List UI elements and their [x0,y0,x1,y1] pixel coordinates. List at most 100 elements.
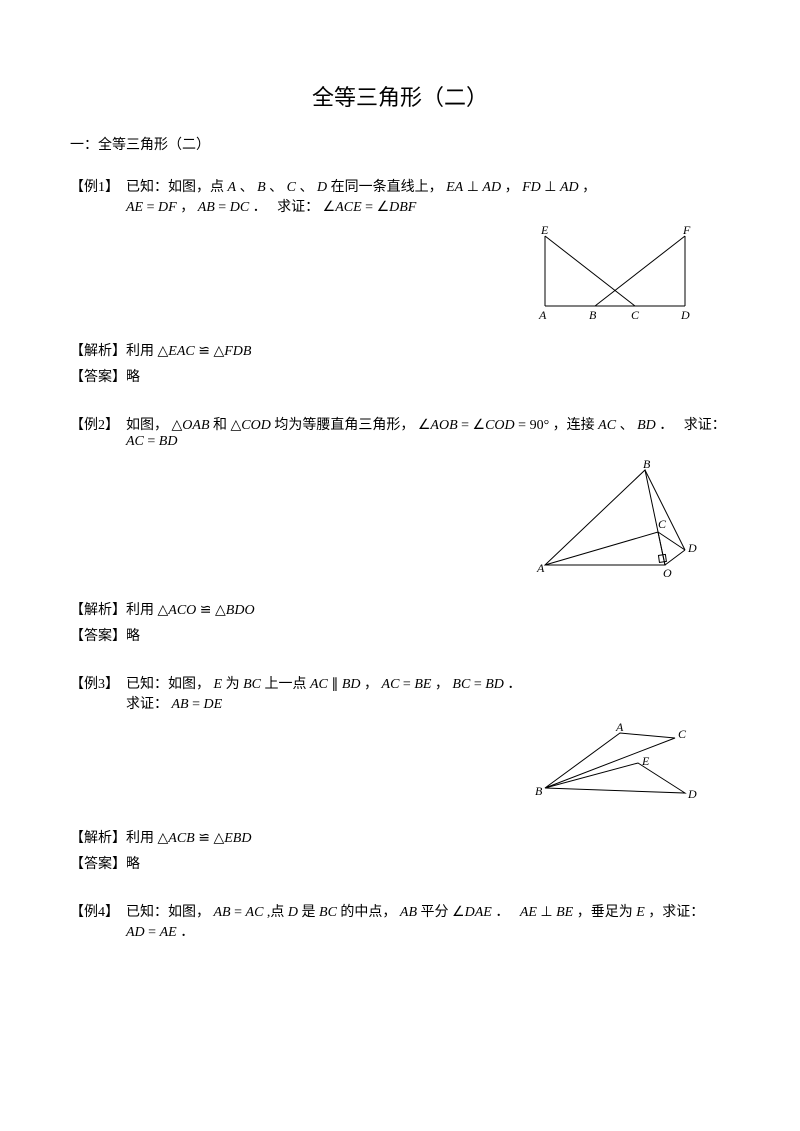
op: = [148,925,156,940]
op: ∠ [377,200,390,215]
op: △ [213,831,224,846]
op: = [403,677,411,692]
op: = [518,418,526,433]
op: ≌ [198,344,210,359]
v: BC [243,677,261,692]
t: 利用 [126,831,154,846]
v: AC [598,418,616,433]
lbl: O [663,566,672,580]
lbl: B [643,460,651,471]
v: DC [230,200,249,215]
v: AC [246,905,264,920]
ex3-label: 【例3】 [70,673,126,693]
t: 求证： [684,418,726,433]
lbl: D [687,541,697,555]
t: ． [253,200,267,215]
analysis-body: 利用 △ACO ≌ △BDO [126,599,730,619]
v: BE [414,677,431,692]
op: ∠ [452,905,465,920]
example-2: 【例2】 如图， △OAB 和 △COD 均为等腰直角三角形， ∠AOB = ∠… [70,414,730,645]
t: 已知：如图， [126,677,210,692]
t: 均为等腰直角三角形， [274,418,414,433]
answer-body: 略 [126,625,730,645]
figure-3-svg: A B C D E [530,723,700,808]
t: 和 [213,418,227,433]
t: 已知：如图，点 [126,180,224,195]
op: △ [231,418,242,433]
t: ． [180,925,194,940]
page: 全等三角形（二） 一：全等三角形（二） 【例1】 已知：如图，点 A 、 B 、… [0,0,800,1009]
op: ∠ [418,418,431,433]
v: AE [160,925,177,940]
example-4: 【例4】 已知：如图， AB = AC ,点 D 是 BC 的中点， AB 平分… [70,901,730,941]
v: OAB [182,418,209,433]
example-1: 【例1】 已知：如图，点 A 、 B 、 C 、 D 在同一条直线上， EA ⊥… [70,176,730,386]
t: 上一点 [264,677,306,692]
op: ∠ [473,418,486,433]
v: AD [560,180,579,195]
doc-title: 全等三角形（二） [70,80,730,112]
op: = [147,200,155,215]
lbl: B [535,784,543,798]
section-heading: 一：全等三角形（二） [70,134,730,154]
lbl: A [536,561,545,575]
lbl: E [540,226,549,237]
t: ． [659,418,673,433]
v: BD [637,418,656,433]
t: ． [495,905,509,920]
lbl: B [589,308,597,321]
answer-body: 略 [126,366,730,386]
t: 、 [269,180,283,195]
v: D [317,180,327,195]
ex3-figure: A B C D E [70,723,730,813]
v: AB [400,905,417,920]
lbl: D [680,308,690,321]
answer-label: 【答案】 [70,366,126,386]
t: 为 [226,677,240,692]
v: C [287,180,296,195]
v: AD [126,925,145,940]
op: = [192,697,200,712]
t: 在同一条直线上， [331,180,443,195]
ex2-body: 如图， △OAB 和 △COD 均为等腰直角三角形， ∠AOB = ∠COD =… [126,414,730,450]
op: ≌ [198,831,210,846]
v: AE [520,905,537,920]
v: DAE [465,905,492,920]
analysis-body: 利用 △ACB ≌ △EBD [126,827,730,847]
op: = [234,905,242,920]
ex1-label: 【例1】 [70,176,126,196]
v: FDB [224,344,251,359]
v: D [288,905,298,920]
op: ∥ [331,677,338,692]
lbl: C [631,308,640,321]
t: 求证： [126,697,168,712]
t: ,点 [267,905,285,920]
lbl: A [538,308,547,321]
figure-2-svg: A B C D O [535,460,700,580]
v: AE [126,200,143,215]
v: AB [172,697,189,712]
ex2-label: 【例2】 [70,414,126,434]
t: ， [364,677,378,692]
v: BD [342,677,361,692]
ex2-figure: A B C D O [70,460,730,585]
op: ⊥ [540,905,552,920]
t: ， [180,200,194,215]
op: △ [158,344,169,359]
analysis-label: 【解析】 [70,827,126,847]
v: BD [485,677,504,692]
t: ． [507,677,521,692]
t: 求证： [277,200,319,215]
op: = [365,200,373,215]
op: = [218,200,226,215]
lbl: F [682,226,691,237]
ex1-body: 已知：如图，点 A 、 B 、 C 、 D 在同一条直线上， EA ⊥ AD ，… [126,176,730,216]
lbl: D [687,787,697,801]
analysis-body: 利用 △EAC ≌ △FDB [126,340,730,360]
t: 已知：如图， [126,905,210,920]
t: 如图， [126,418,168,433]
v: BC [452,677,470,692]
v: 90° [530,418,550,433]
ex3-body: 已知：如图， E 为 BC 上一点 AC ∥ BD ， AC = BE ， BC… [126,673,730,713]
op: = [474,677,482,692]
